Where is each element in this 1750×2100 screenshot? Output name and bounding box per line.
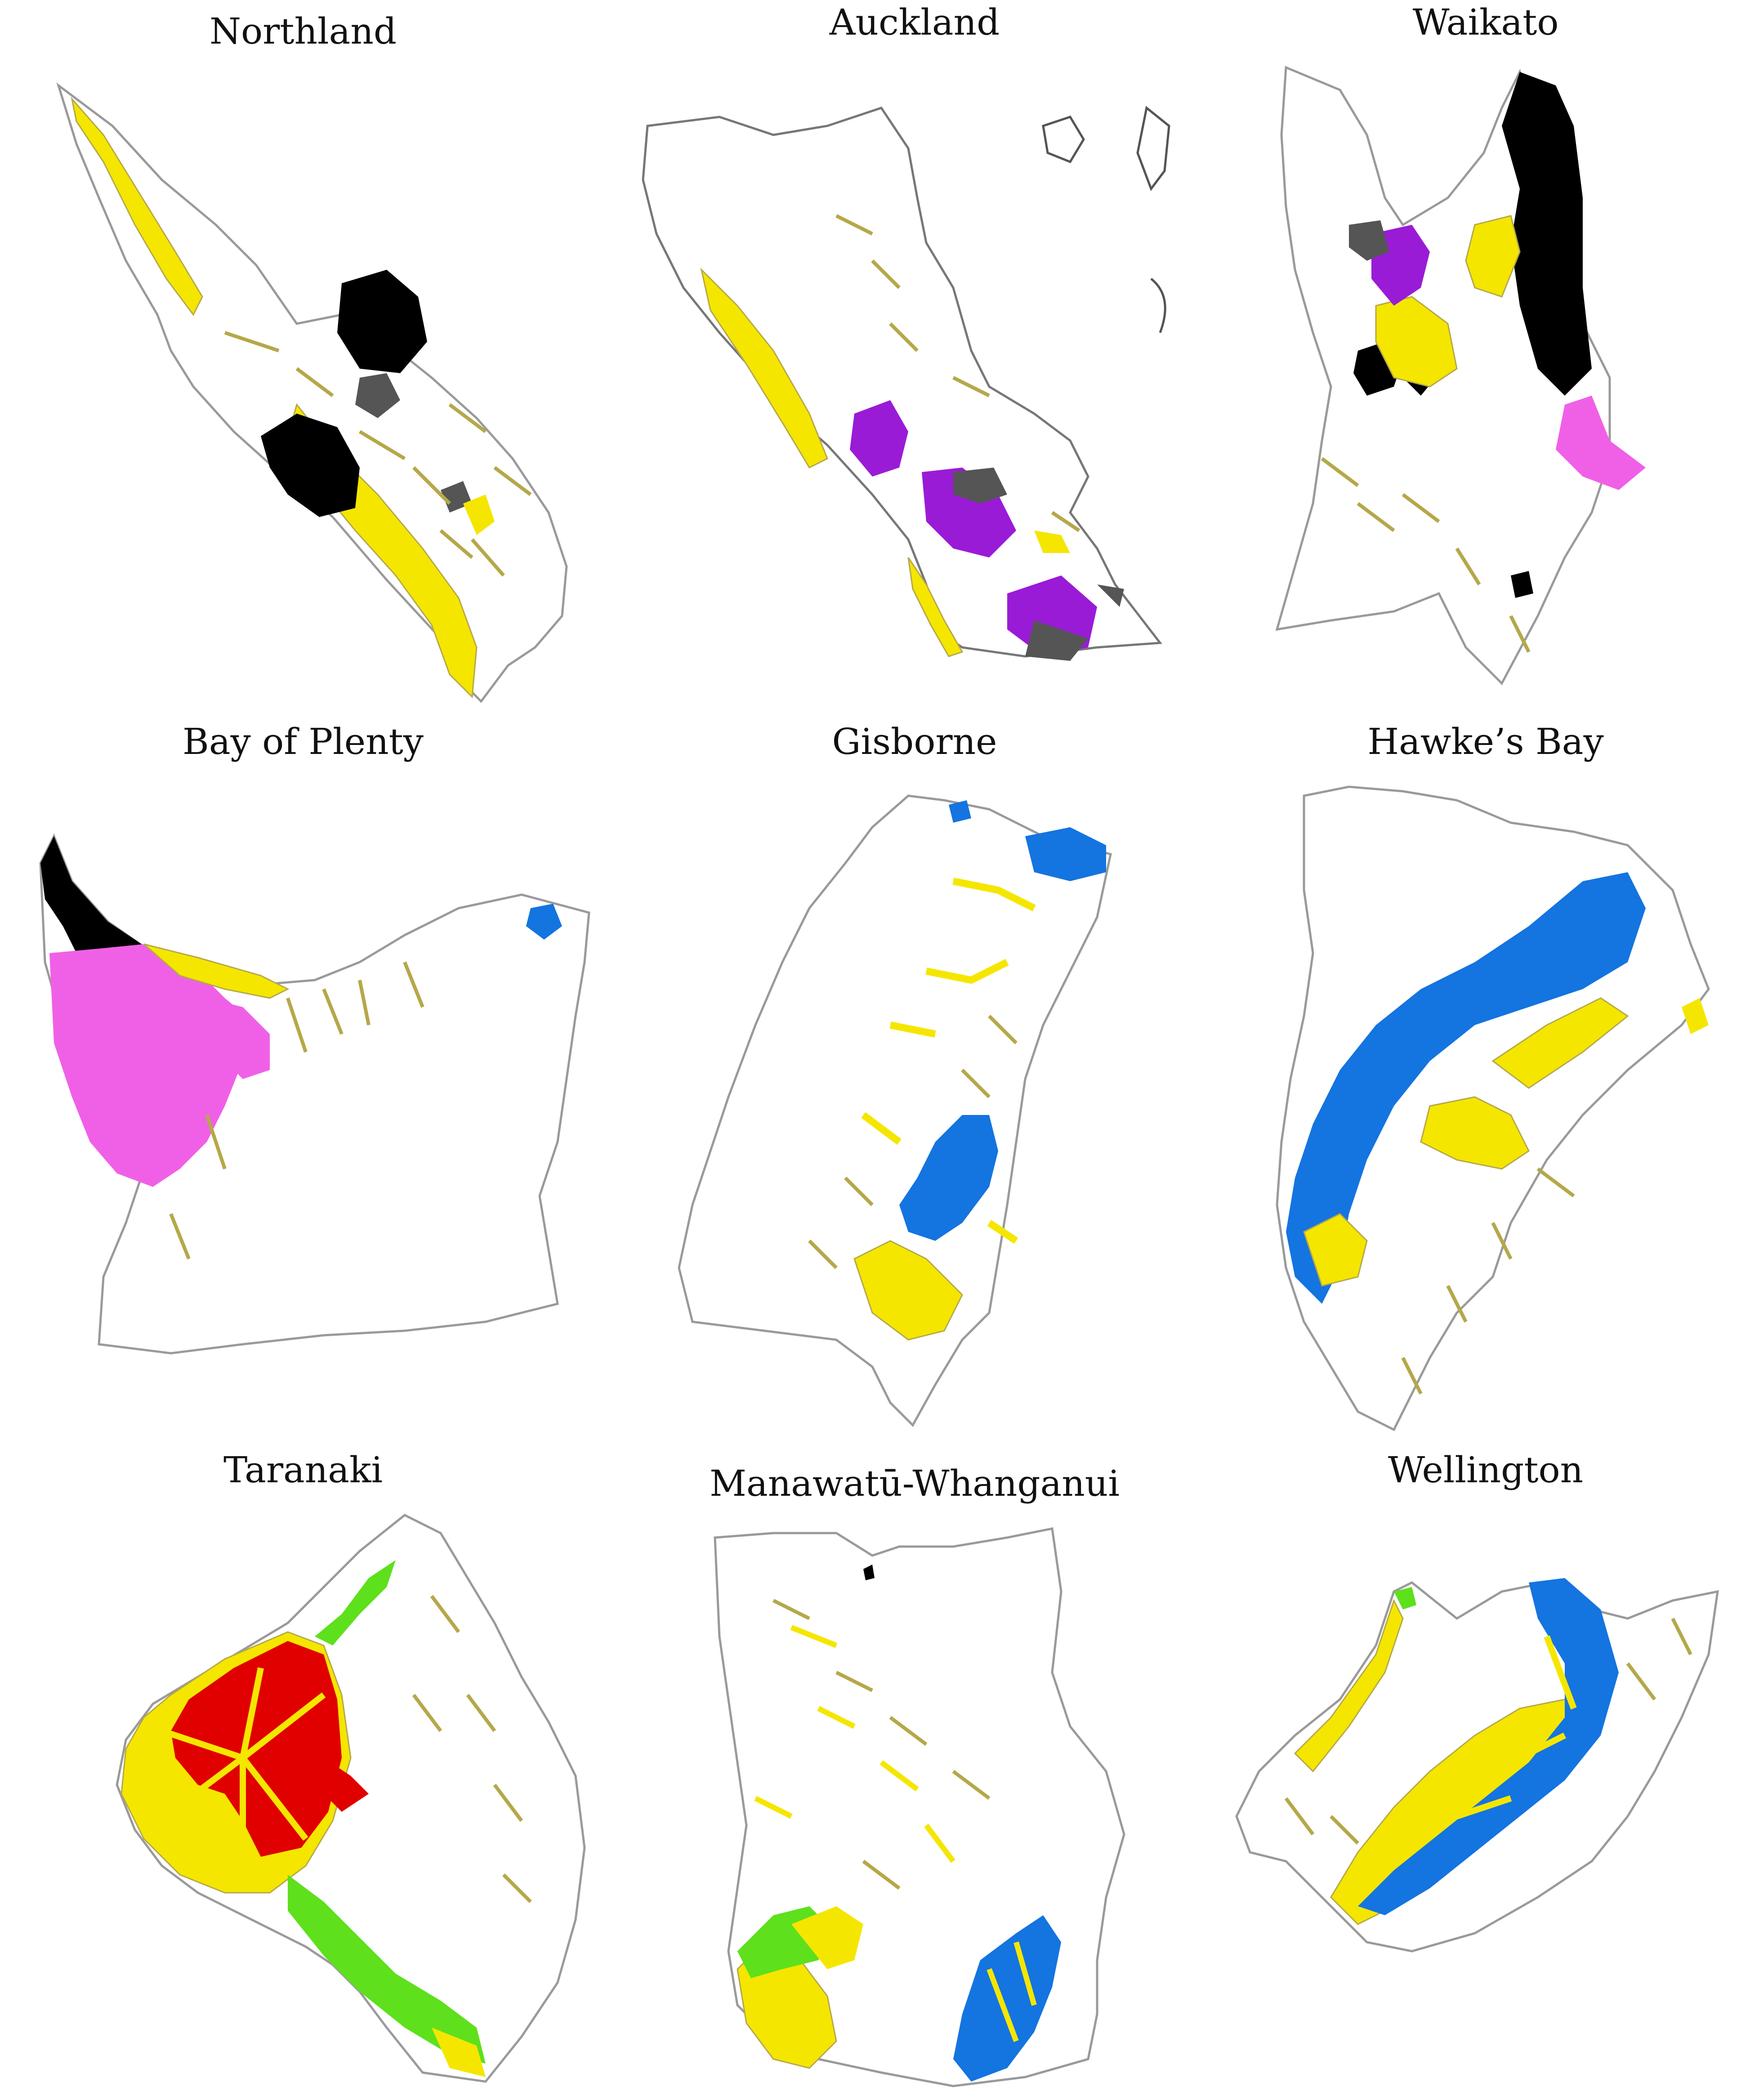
rhyolite-area-2 bbox=[207, 998, 270, 1079]
volcanic-field bbox=[850, 400, 908, 477]
alluvium-streaks bbox=[1321, 457, 1531, 653]
red-lobe-east bbox=[324, 1758, 369, 1812]
region-outline bbox=[678, 794, 1112, 1427]
map-title-gisborne: Gisborne bbox=[832, 721, 997, 762]
dune-belt-south bbox=[907, 557, 964, 657]
blue-patch bbox=[526, 904, 562, 940]
map-title-waikato: Waikato bbox=[1412, 1, 1559, 43]
map-title-auckland: Auckland bbox=[829, 1, 1000, 43]
green-patch bbox=[1394, 1587, 1416, 1610]
pumice-mass-east bbox=[1502, 72, 1592, 396]
volcanic-field-2 bbox=[922, 468, 1016, 557]
yellow-headland bbox=[1682, 998, 1709, 1034]
pumice-patch-north bbox=[337, 270, 427, 373]
ash-patch-3 bbox=[1097, 584, 1124, 607]
map-title-taranaki: Taranaki bbox=[223, 1449, 383, 1491]
map-taranaki bbox=[116, 1514, 586, 2083]
map-manawatu-whanganui bbox=[714, 1527, 1125, 2087]
map-wellington bbox=[1235, 1578, 1719, 1953]
yellow-area-coast bbox=[1491, 997, 1629, 1089]
yellow-coast bbox=[143, 943, 290, 999]
alluvium-streaks bbox=[772, 1599, 991, 1890]
ash-patch-2 bbox=[1025, 620, 1088, 661]
yellow-streaks-in-blue bbox=[987, 1941, 1037, 2042]
yellow-streaks-in-blue bbox=[1455, 1635, 1577, 1819]
island-outline bbox=[1042, 115, 1085, 164]
pumice-patch-west bbox=[261, 414, 360, 517]
yellow-area-south bbox=[853, 1240, 963, 1341]
map-northland bbox=[56, 82, 568, 703]
island-outline-2 bbox=[1136, 106, 1170, 192]
yellow-area-center bbox=[1420, 1096, 1530, 1170]
yellow-streaks bbox=[754, 1625, 955, 1863]
yellow-coast-south bbox=[432, 2028, 486, 2077]
pumice-patch-south bbox=[1511, 571, 1533, 598]
blue-area-southeast bbox=[953, 1915, 1061, 2082]
green-belt-north bbox=[315, 1560, 396, 1645]
yellow-belt-north bbox=[1294, 1599, 1404, 1773]
map-bay-of-plenty bbox=[39, 833, 590, 1355]
alluvium-streaks bbox=[412, 1595, 532, 1903]
rhyolite-area bbox=[1556, 396, 1646, 490]
map-title-hawkes-bay: Hawke’s Bay bbox=[1367, 721, 1604, 762]
ring-streaks bbox=[161, 1667, 326, 1875]
alluvium-streaks bbox=[169, 961, 424, 1260]
alluvium-streaks bbox=[835, 214, 1080, 532]
yellow-area-2 bbox=[1375, 296, 1458, 388]
ash-patch bbox=[953, 468, 1007, 504]
yellow-area bbox=[1465, 215, 1521, 298]
region-outline bbox=[56, 82, 568, 703]
island-outline-3 bbox=[1150, 278, 1166, 333]
blue-patch-north bbox=[949, 800, 971, 823]
pumice-coast bbox=[40, 836, 184, 980]
dune-belt-west bbox=[71, 96, 203, 316]
ash-patch bbox=[1349, 220, 1389, 261]
alluvium-streaks bbox=[1284, 1618, 1692, 1845]
blue-area bbox=[1358, 1578, 1619, 1915]
map-title-northland: Northland bbox=[209, 10, 397, 52]
blue-area-central bbox=[899, 1115, 998, 1241]
yellow-patch-east bbox=[463, 495, 495, 535]
ash-patch bbox=[355, 373, 400, 418]
region-outline bbox=[642, 107, 1162, 658]
blue-patch-northeast bbox=[1025, 827, 1106, 881]
map-title-wellington: Wellington bbox=[1388, 1449, 1584, 1491]
green-belt-south bbox=[288, 1875, 486, 2064]
map-title-manawatu-whanganui: Manawatū-Whanganui bbox=[710, 1462, 1120, 1504]
alluvium-streaks bbox=[1401, 1167, 1575, 1395]
map-title-bay-of-plenty: Bay of Plenty bbox=[183, 721, 424, 762]
alluvium-streaks bbox=[808, 1015, 1018, 1269]
yellow-area-mid bbox=[791, 1906, 863, 1969]
map-waikato bbox=[1275, 66, 1646, 686]
alluvium-streaks bbox=[224, 331, 532, 577]
yellow-streaks bbox=[861, 878, 1036, 1244]
map-auckland bbox=[642, 106, 1170, 661]
map-gisborne bbox=[678, 794, 1112, 1427]
rhyolite-area bbox=[49, 944, 252, 1187]
map-hawkes-bay bbox=[1276, 785, 1710, 1431]
black-patch bbox=[863, 1565, 875, 1580]
dune-belt-west bbox=[700, 268, 828, 468]
yellow-area-southwest bbox=[1303, 1213, 1368, 1287]
blue-area-main bbox=[1286, 872, 1646, 1304]
yellow-patch bbox=[1034, 531, 1070, 553]
